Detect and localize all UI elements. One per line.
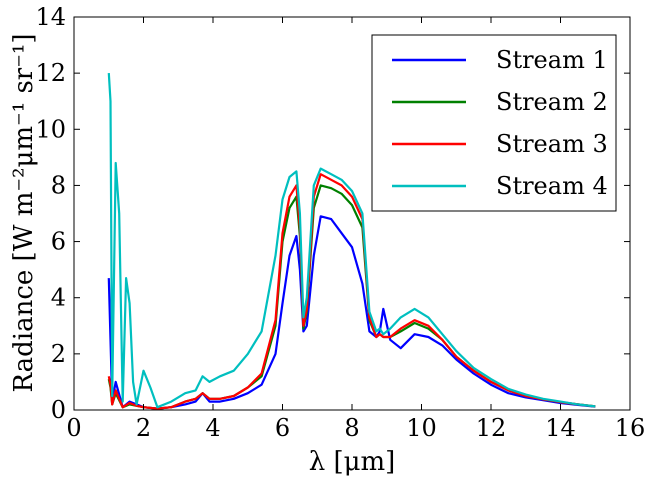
y-tick-label: 6 [51,228,66,256]
legend-box [371,34,617,212]
legend-label-3: Stream 3 [496,130,608,158]
series-line-3 [107,173,596,410]
y-tick-label: 2 [51,340,66,368]
legend-label-4: Stream 4 [496,172,608,200]
series-layer [107,73,596,410]
x-tick-label: 6 [275,414,290,442]
x-tick-label: 4 [205,414,220,442]
x-tick-label: 0 [66,414,81,442]
series-line-4 [107,73,596,409]
x-axis: 0 2 4 6 8 10 12 14 16 [66,17,645,442]
x-axis-label: λ [μm] [309,447,396,477]
y-axis-label: Radiance [W m⁻²μm⁻¹ sr⁻¹] [9,33,39,392]
y-tick-label: 0 [51,396,66,424]
y-tick-label: 14 [35,3,66,31]
x-tick-label: 12 [476,414,507,442]
series-line-2 [107,184,596,410]
y-tick-label: 8 [51,171,66,199]
y-tick-label: 4 [51,284,66,312]
x-tick-label: 2 [136,414,151,442]
y-axis: 0 2 4 6 8 10 12 14 [35,3,630,424]
x-tick-label: 10 [406,414,437,442]
legend: Stream 1 Stream 2 Stream 3 Stream 4 [371,34,617,212]
legend-label-2: Stream 2 [496,88,608,116]
y-tick-label: 10 [35,115,66,143]
y-tick-label: 12 [35,59,66,87]
legend-label-1: Stream 1 [496,46,608,74]
x-tick-label: 16 [615,414,646,442]
x-tick-label: 8 [344,414,359,442]
x-tick-label: 14 [545,414,576,442]
series-line-1 [107,215,596,410]
